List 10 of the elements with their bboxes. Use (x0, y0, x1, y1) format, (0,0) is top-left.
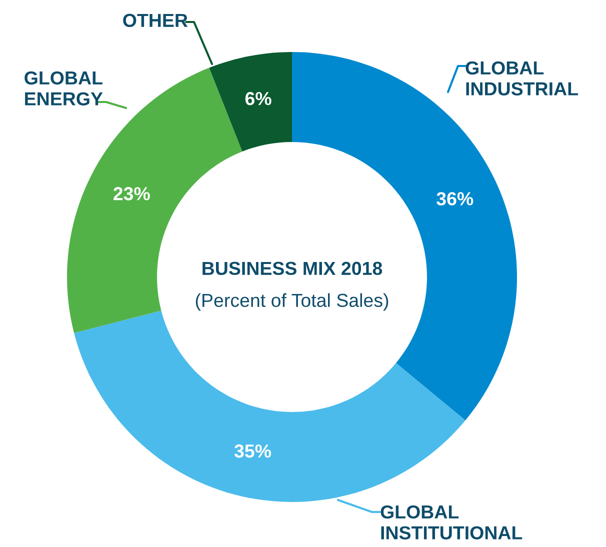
data-label: 36% (436, 192, 474, 206)
slice-label: GLOBAL ENERGY (24, 71, 103, 106)
data-label: 6% (245, 92, 272, 106)
data-label: 23% (114, 187, 150, 200)
text: BUSINESS MIX 2018 (202, 262, 382, 276)
slice-label: GLOBAL INSTITUTIONAL (380, 505, 522, 540)
slice-label: GLOBAL INDUSTRIAL (466, 61, 578, 96)
slice-label: OTHER (123, 14, 188, 28)
data-label: 35% (234, 444, 272, 458)
text: (Percent of Total Sales) (196, 293, 388, 311)
